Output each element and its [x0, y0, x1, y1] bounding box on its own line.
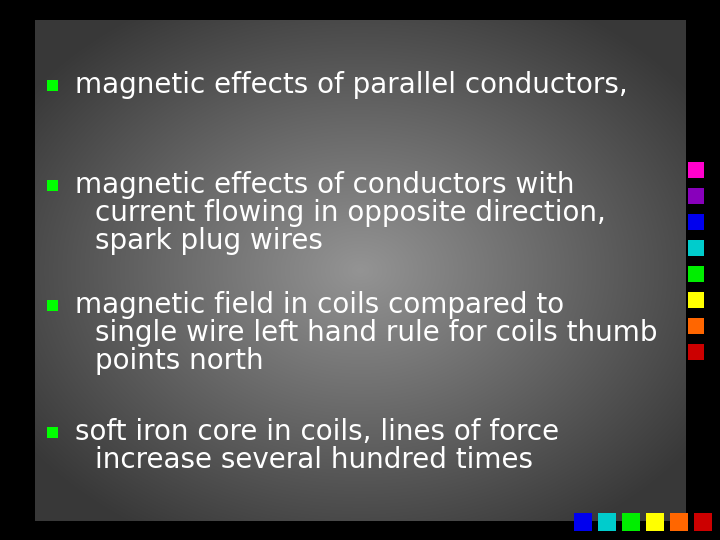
Bar	[688, 266, 704, 282]
Bar	[47, 179, 58, 191]
Bar	[688, 292, 704, 308]
Bar	[47, 300, 58, 310]
Text: soft iron core in coils, lines of force: soft iron core in coils, lines of force	[75, 418, 559, 446]
Text: spark plug wires: spark plug wires	[95, 227, 323, 255]
Text: magnetic effects of parallel conductors,: magnetic effects of parallel conductors,	[75, 71, 628, 99]
Bar	[47, 427, 58, 437]
Bar	[694, 513, 712, 531]
Bar	[688, 240, 704, 256]
Bar	[646, 513, 664, 531]
Text: magnetic effects of conductors with: magnetic effects of conductors with	[75, 171, 575, 199]
Text: single wire left hand rule for coils thumb: single wire left hand rule for coils thu…	[95, 319, 657, 347]
Bar	[574, 513, 592, 531]
Bar	[688, 344, 704, 360]
Text: current flowing in opposite direction,: current flowing in opposite direction,	[95, 199, 606, 227]
Text: points north: points north	[95, 347, 264, 375]
Bar	[688, 188, 704, 204]
Text: increase several hundred times: increase several hundred times	[95, 446, 533, 474]
Bar	[622, 513, 640, 531]
Text: magnetic field in coils compared to: magnetic field in coils compared to	[75, 291, 564, 319]
Bar	[598, 513, 616, 531]
Bar	[670, 513, 688, 531]
Bar	[688, 214, 704, 230]
Bar	[688, 162, 704, 178]
Bar	[688, 318, 704, 334]
Bar	[47, 79, 58, 91]
